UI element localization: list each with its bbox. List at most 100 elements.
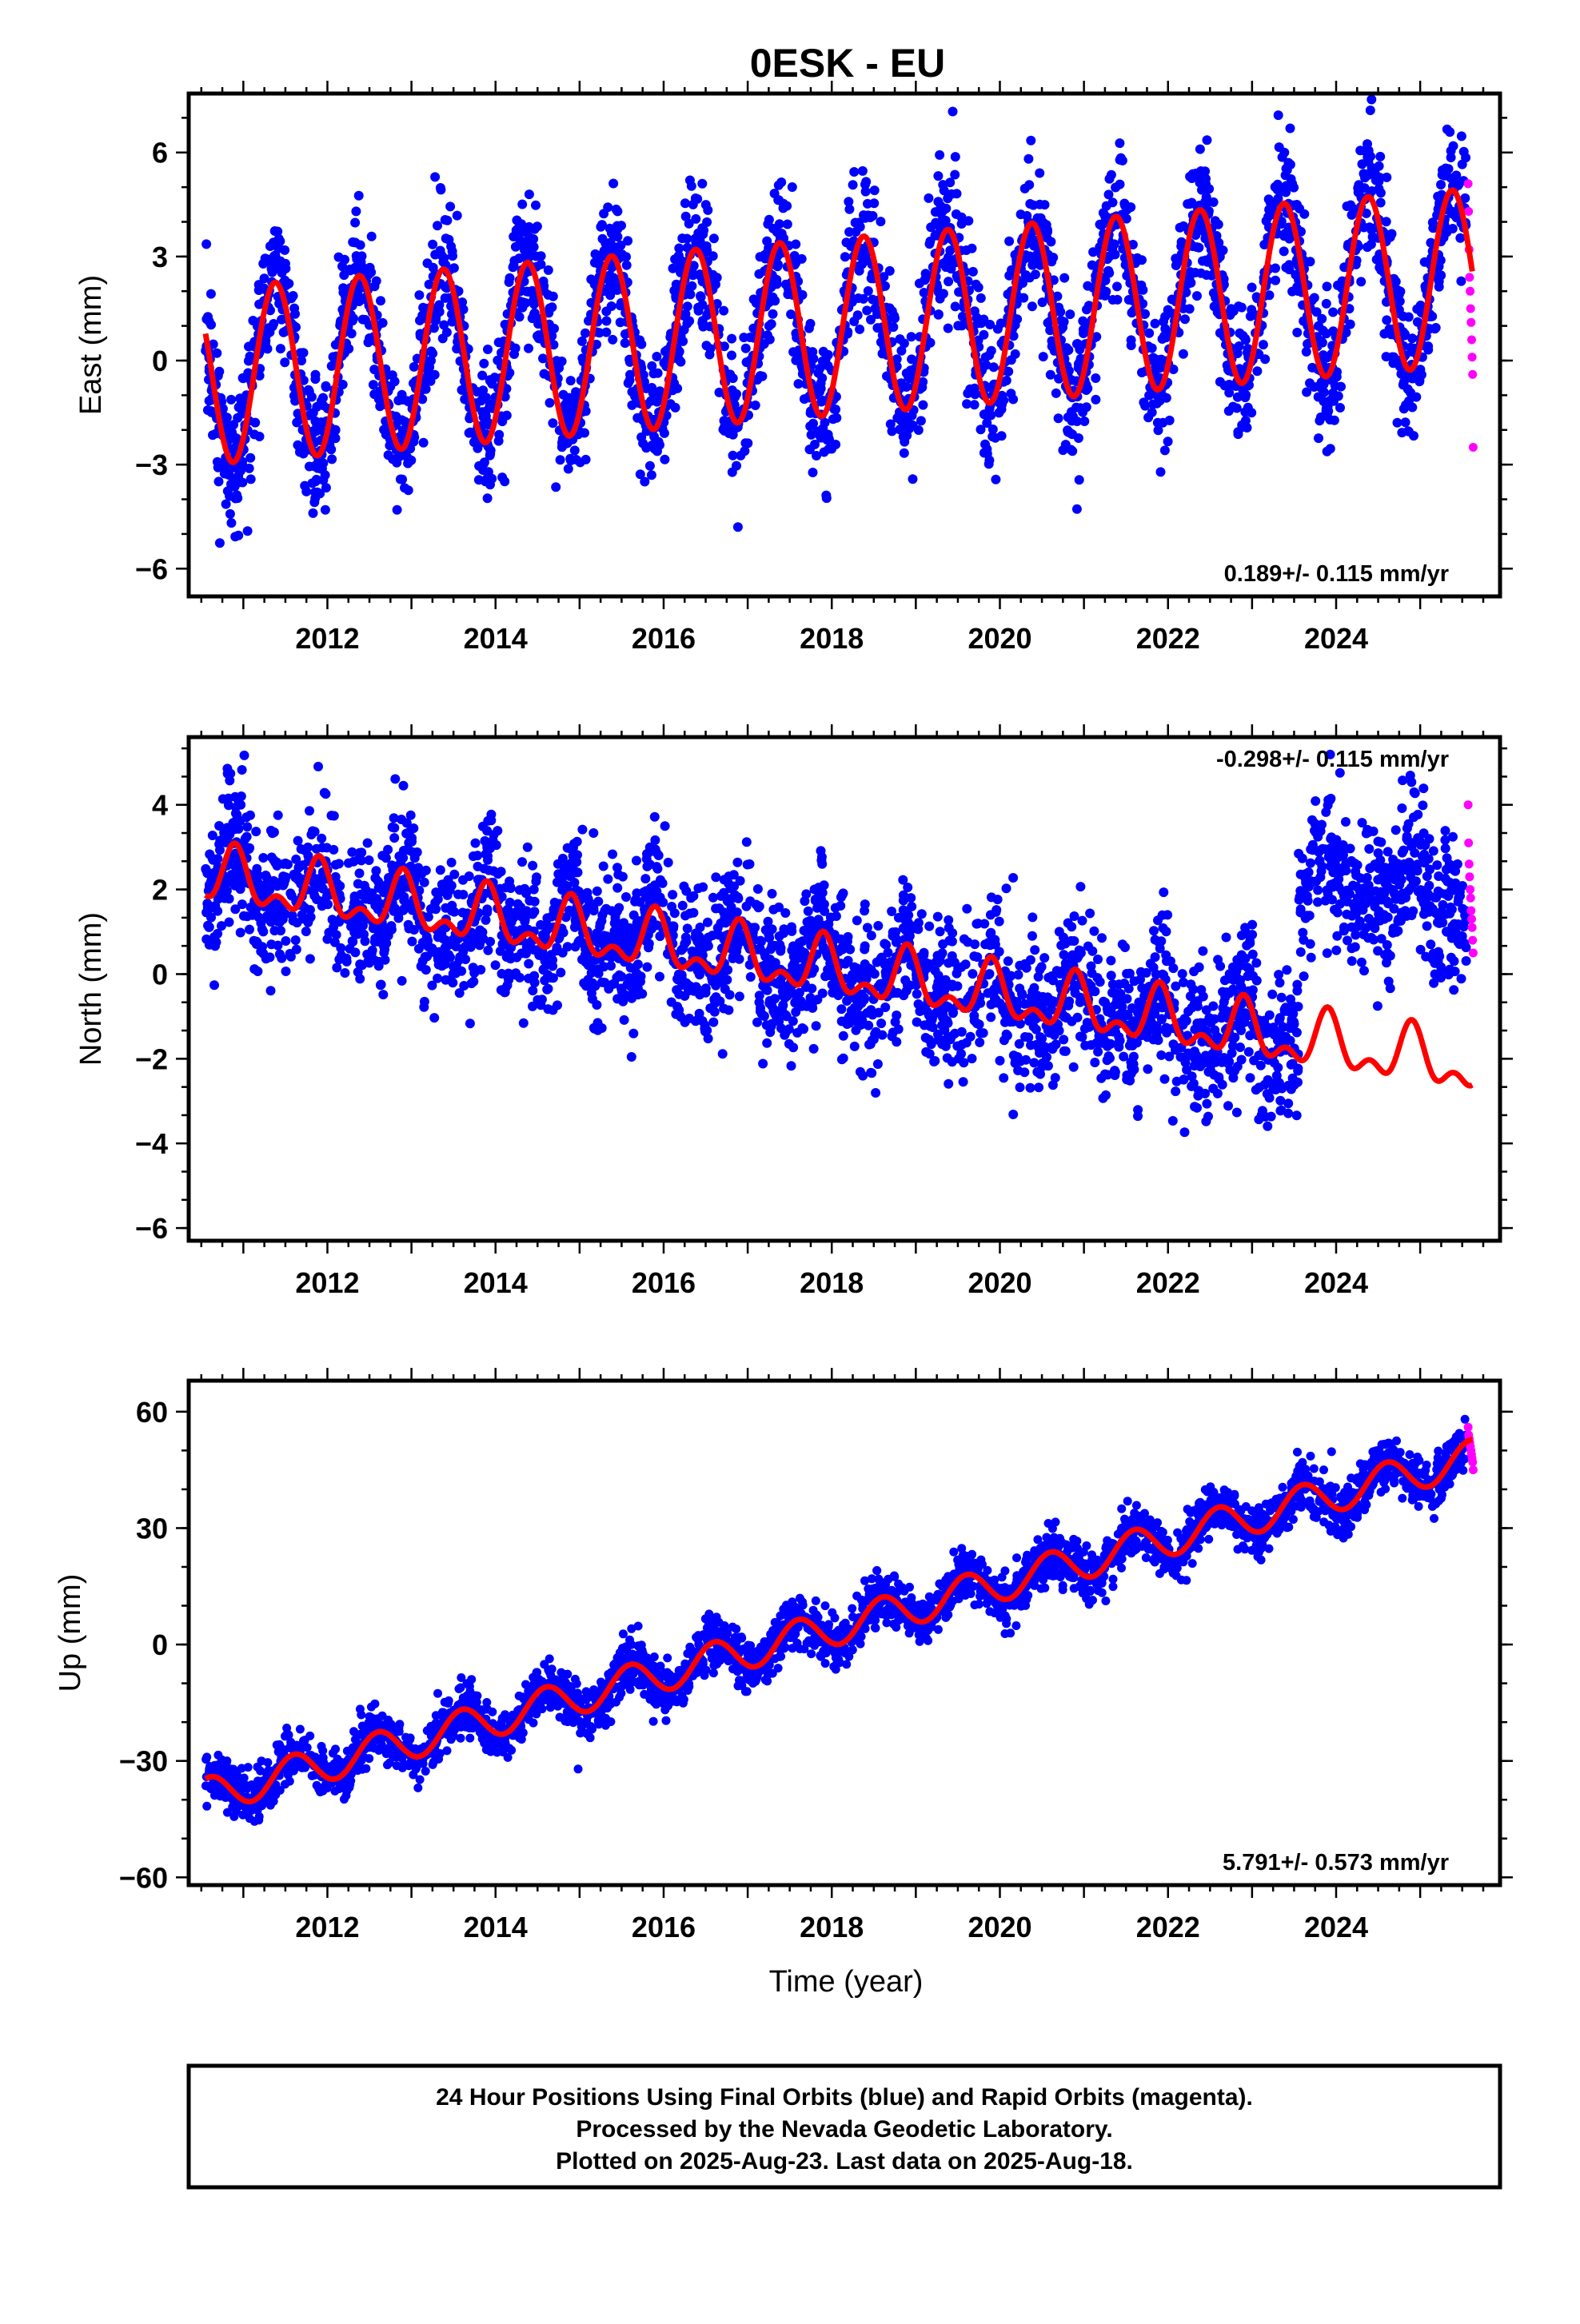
east-final-point	[621, 260, 632, 270]
north-final-point	[1440, 843, 1450, 854]
east-final-point	[988, 362, 999, 373]
east-final-point	[376, 296, 385, 306]
east-final-point	[933, 171, 944, 181]
north-final-point	[994, 947, 1004, 957]
east-final-point	[497, 417, 508, 427]
east-final-point	[428, 239, 438, 249]
east-final-point	[892, 354, 902, 365]
east-final-point	[452, 210, 462, 221]
east-final-point	[1139, 397, 1149, 408]
east-final-point	[424, 279, 434, 289]
east-final-point	[482, 493, 493, 504]
east-final-point	[860, 179, 870, 189]
north-final-point	[686, 893, 696, 903]
north-final-point	[522, 842, 533, 852]
east-final-point	[262, 344, 273, 354]
east-final-point	[604, 281, 615, 292]
east-final-point	[704, 349, 715, 360]
east-final-point	[691, 213, 701, 224]
east-final-point	[392, 504, 402, 515]
east-final-point	[277, 314, 287, 325]
east-final-point	[517, 199, 528, 209]
east-final-point	[741, 357, 752, 368]
east-final-point	[1302, 387, 1312, 397]
north-final-point	[845, 944, 856, 955]
east-final-point	[1345, 319, 1355, 329]
east-final-point	[365, 333, 375, 343]
east-final-point	[213, 476, 224, 487]
north-final-point	[708, 1017, 719, 1027]
east-final-point	[844, 197, 854, 207]
east-final-point	[1419, 257, 1430, 267]
north-final-point	[1440, 826, 1450, 836]
east-final-point	[1104, 173, 1115, 184]
east-final-point	[225, 508, 235, 519]
east-final-point	[699, 225, 709, 236]
east-final-point	[991, 474, 1001, 484]
east-final-point	[1446, 153, 1456, 162]
east-final-point	[435, 245, 445, 256]
north-final-point	[786, 1061, 796, 1071]
east-final-point	[249, 429, 260, 440]
east-final-point	[1095, 219, 1105, 229]
east-final-point	[682, 233, 692, 244]
east-final-point	[1105, 251, 1115, 261]
east-final-point	[1029, 241, 1039, 251]
east-final-point	[1367, 94, 1377, 105]
east-final-point	[686, 181, 696, 191]
east-final-point	[728, 450, 738, 460]
east-final-point	[793, 379, 804, 389]
north-final-point	[1263, 1121, 1273, 1131]
east-final-point	[608, 334, 618, 345]
east-final-point	[855, 324, 865, 334]
north-final-point	[269, 827, 279, 837]
east-final-point	[866, 314, 876, 325]
east-final-point	[782, 219, 792, 229]
east-final-point	[1078, 316, 1088, 326]
east-final-point	[1436, 270, 1446, 281]
north-final-point	[632, 855, 641, 866]
east-final-point	[1198, 256, 1207, 266]
north-final-point	[626, 1052, 636, 1062]
east-final-point	[1356, 277, 1367, 287]
north-final-point	[808, 1043, 819, 1054]
east-final-point	[524, 343, 533, 353]
east-final-point	[1252, 366, 1263, 377]
east-final-point	[428, 262, 438, 273]
east-final-point	[485, 480, 495, 490]
east-final-point	[1392, 417, 1402, 428]
east-final-point	[258, 258, 269, 269]
north-final-point	[569, 878, 580, 887]
north-final-point	[354, 868, 365, 879]
east-final-point	[1071, 504, 1082, 514]
east-final-point	[951, 209, 961, 219]
north-final-point	[1313, 885, 1323, 895]
east-final-point	[615, 317, 625, 328]
east-final-point	[1219, 381, 1230, 391]
east-final-point	[968, 266, 978, 277]
east-final-point	[924, 239, 935, 249]
east-final-point	[1140, 309, 1150, 319]
east-final-point	[1178, 303, 1188, 313]
east-final-point	[832, 413, 842, 423]
east-ticks	[176, 81, 1513, 609]
east-final-point	[497, 472, 508, 483]
east-final-point	[858, 293, 868, 304]
east-final-point	[321, 381, 331, 391]
north-plot-area	[201, 749, 1478, 1138]
north-final-point	[326, 811, 337, 821]
east-final-point	[418, 302, 429, 313]
east-final-point	[1247, 408, 1257, 418]
north-final-point	[758, 1058, 768, 1069]
north-final-point	[1106, 1038, 1115, 1049]
north-final-point	[347, 847, 357, 857]
east-final-point	[933, 309, 944, 320]
east-final-point	[719, 416, 729, 426]
east-final-point	[366, 231, 377, 241]
east-final-point	[1063, 345, 1074, 355]
east-final-point	[905, 373, 916, 384]
east-final-point	[899, 448, 909, 458]
north-final-point	[598, 861, 608, 871]
east-final-point	[914, 278, 924, 289]
east-final-point	[1191, 230, 1201, 240]
